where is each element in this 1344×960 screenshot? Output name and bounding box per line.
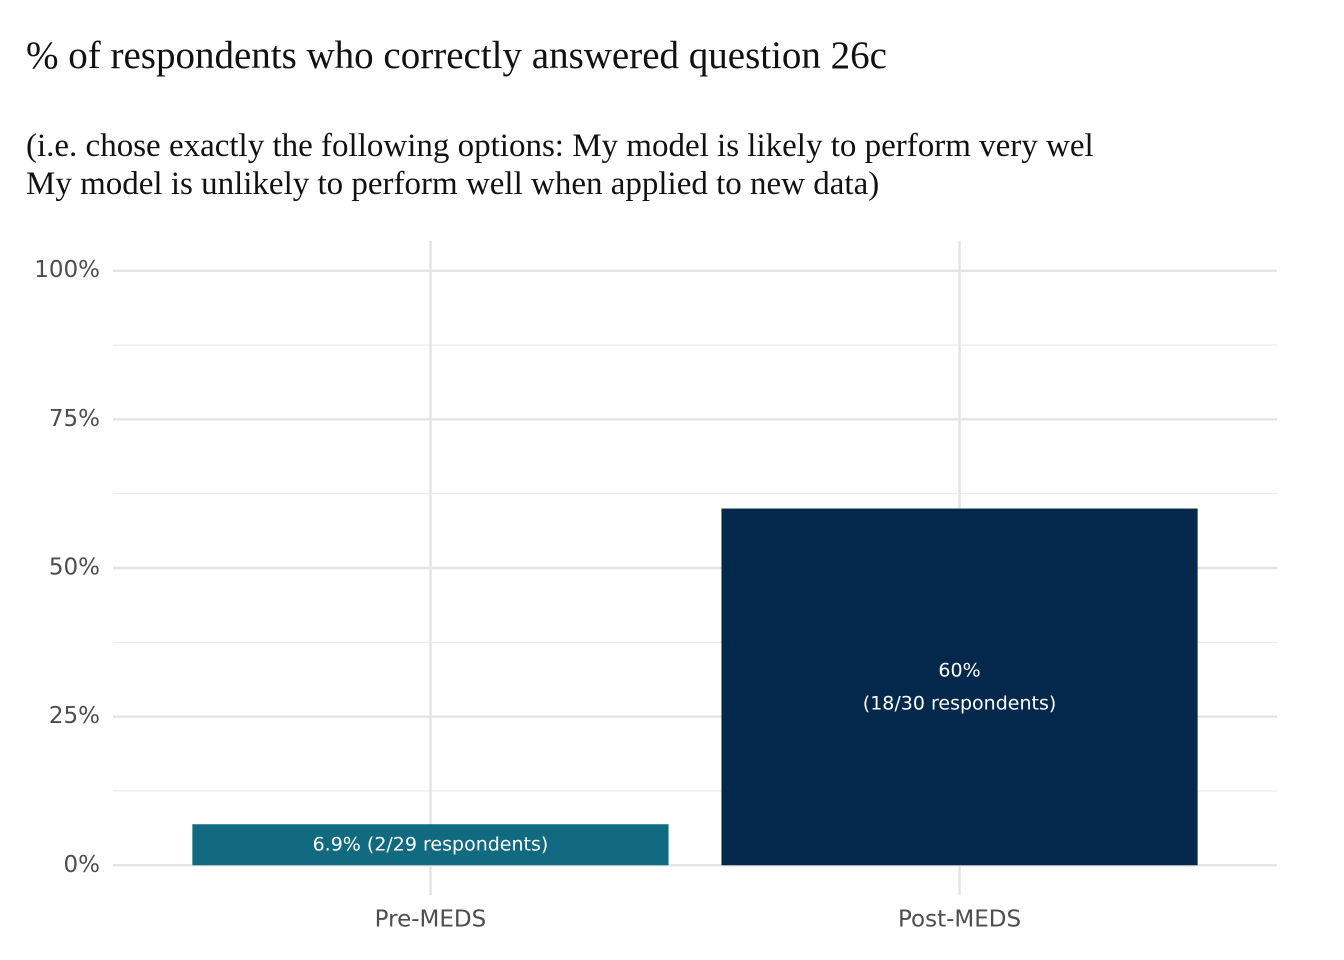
value-label-line: (18/30 respondents) <box>863 692 1056 714</box>
bar <box>192 824 669 866</box>
chart-title: % of respondents who correctly answered … <box>26 34 887 77</box>
x-tick-label: Post-MEDS <box>898 907 1021 933</box>
y-tick-label: 25% <box>49 703 100 729</box>
bar <box>721 508 1198 866</box>
value-label: 60% (18/30 respondents) <box>863 659 1056 714</box>
y-tick-label: 0% <box>64 852 101 878</box>
y-tick-label: 75% <box>49 406 100 432</box>
value-label: 6.9% (2/29 respondents) <box>313 833 549 855</box>
x-tick-label: Pre-MEDS <box>375 907 487 933</box>
value-label-line: 60% <box>938 659 980 681</box>
chart-subtitle: My model is unlikely to perform well whe… <box>26 166 879 202</box>
y-tick-label: 100% <box>34 257 100 283</box>
y-tick-label: 50% <box>49 555 100 581</box>
chart-subtitle: (i.e. chose exactly the following option… <box>26 128 1094 164</box>
